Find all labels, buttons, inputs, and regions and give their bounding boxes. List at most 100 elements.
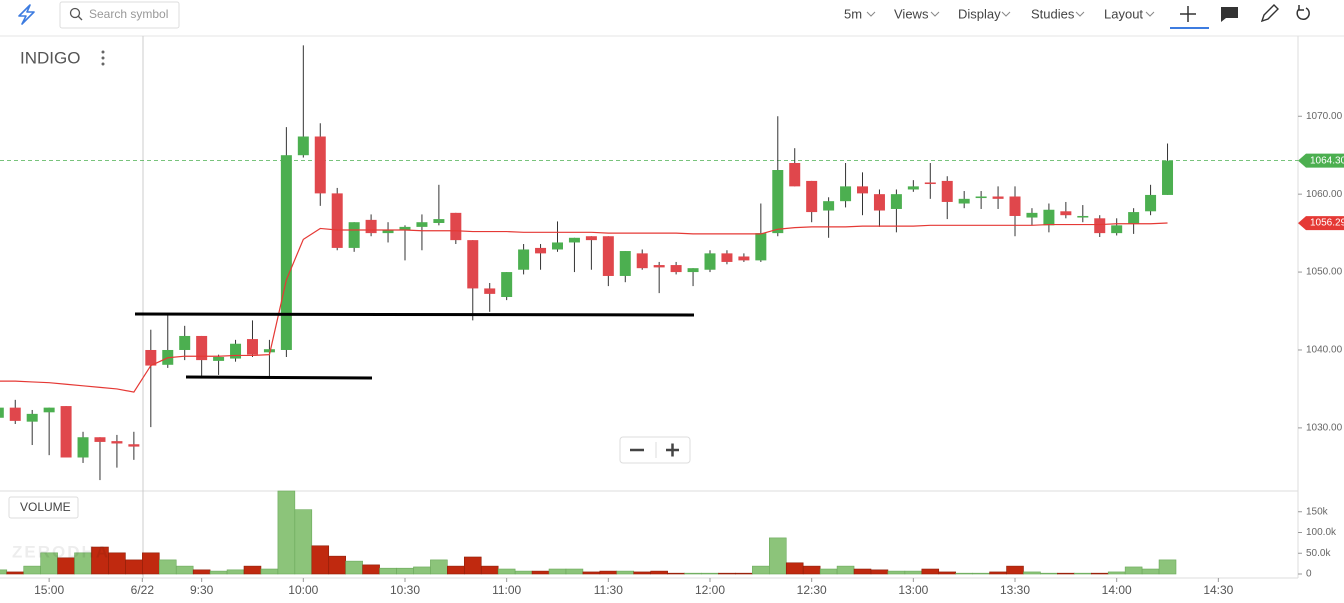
y-tick-label: 1050.00 (1306, 267, 1343, 278)
candle-body (501, 272, 513, 298)
y-tick-label: 1030.00 (1306, 423, 1343, 434)
volume-bar (599, 570, 618, 575)
volume-bar (921, 568, 940, 575)
volume-bar (870, 569, 889, 575)
volume-legend-box[interactable] (8, 496, 79, 519)
volume-bar (311, 545, 330, 575)
volume-bar (23, 565, 41, 575)
candle-body (1128, 212, 1140, 224)
volume-tick-label: 100.0k (1306, 527, 1337, 538)
menu-item[interactable]: Layout (1104, 6, 1143, 21)
price-tag (1298, 216, 1344, 231)
volume-bar (1057, 572, 1075, 575)
reset-tool[interactable] (1296, 7, 1310, 21)
volume-bar (396, 567, 414, 575)
volume-bar (802, 565, 821, 575)
logo-icon[interactable] (18, 4, 35, 25)
x-tick-label: 12:00 (695, 583, 725, 597)
candle-body (619, 251, 631, 276)
candle-body (806, 180, 818, 213)
volume-bar (158, 559, 177, 575)
candle-body (416, 222, 428, 227)
candle-body (348, 222, 360, 248)
menu-item[interactable]: Studies (1031, 6, 1075, 21)
candle-body (94, 437, 106, 442)
symbol-menu[interactable] (101, 50, 105, 66)
volume-bar (0, 569, 8, 575)
volume-tick-label: 0 (1306, 569, 1312, 580)
volume-bar (142, 552, 160, 575)
volume-bar (582, 571, 601, 575)
volume-bar (684, 572, 702, 575)
volume-bar (277, 490, 296, 575)
volume-bar (447, 565, 465, 575)
zoom-in-button[interactable] (666, 443, 679, 457)
candle-body (280, 155, 292, 350)
menu-item[interactable]: Display (958, 6, 1001, 21)
menu-item[interactable]: Views (894, 6, 929, 21)
candle-body (196, 335, 208, 361)
volume-bar (209, 570, 228, 575)
candle-body (992, 196, 1004, 199)
plot: 1030.00 1040.00 1050.00 1060.00 1070.00 0 50.0… (0, 45, 1344, 597)
volume-tick-label: 50.0k (1306, 548, 1331, 559)
volume-bar (497, 568, 516, 575)
comment-tool[interactable] (1221, 7, 1238, 22)
drawn-line[interactable] (185, 375, 373, 380)
crosshair-tool[interactable] (1180, 6, 1196, 22)
candle-body (399, 226, 411, 230)
volume-bar (1006, 565, 1024, 575)
volume-bar (430, 559, 448, 575)
candle-body (43, 407, 55, 413)
volume-bar (1023, 571, 1041, 575)
candle-body (738, 256, 750, 261)
volume-bar (633, 571, 651, 575)
candle-body (958, 198, 970, 204)
draw-tool[interactable] (1260, 4, 1279, 23)
candle-body (670, 265, 682, 273)
candle-body (213, 356, 225, 361)
x-tick-label: 13:00 (898, 583, 928, 597)
candle-body (602, 236, 614, 276)
symbol-name[interactable]: INDIGO (20, 48, 80, 67)
search-icon (77, 15, 83, 21)
candle-body (890, 194, 902, 209)
candle-body (840, 186, 852, 202)
volume-bar (192, 569, 211, 575)
reset-tool (1298, 5, 1304, 11)
search-placeholder[interactable]: Search symbol (89, 7, 168, 21)
volume-bar (819, 568, 838, 575)
x-tick-label: 6/22 (131, 583, 155, 597)
candle-body (450, 212, 462, 241)
volume-tick-label: 150k (1306, 506, 1329, 517)
volume-bar (362, 564, 380, 575)
x-tick-label: 15:00 (34, 583, 64, 597)
volume-bar (616, 570, 635, 575)
volume-legend[interactable]: VOLUME (20, 500, 71, 514)
volume-bar (785, 562, 804, 575)
volume-bar (718, 572, 736, 575)
volume-bar (260, 568, 279, 575)
volume-bar (938, 571, 957, 575)
candle-body (772, 170, 784, 234)
search-box[interactable] (59, 1, 180, 29)
volume-bar (989, 571, 1007, 575)
candle-body (873, 194, 885, 211)
y-tick-label: 1070.00 (1306, 111, 1343, 122)
volume-bar (328, 555, 346, 575)
interval-menu[interactable]: 5m (844, 6, 862, 21)
candle-body (687, 268, 699, 273)
price-tag-label: 1056.29 (1310, 218, 1344, 229)
candle-body (179, 335, 191, 350)
candle-body (721, 253, 733, 262)
volume-bar (769, 537, 787, 575)
watermark: ZERODHA (12, 542, 110, 561)
volume-bar (463, 556, 482, 575)
volume-bar (226, 569, 245, 575)
volume-bar (650, 570, 668, 575)
x-tick-label: 13:30 (1000, 583, 1030, 597)
drawn-line[interactable] (134, 312, 695, 317)
candle-body (653, 265, 665, 268)
candle-body (365, 219, 377, 234)
